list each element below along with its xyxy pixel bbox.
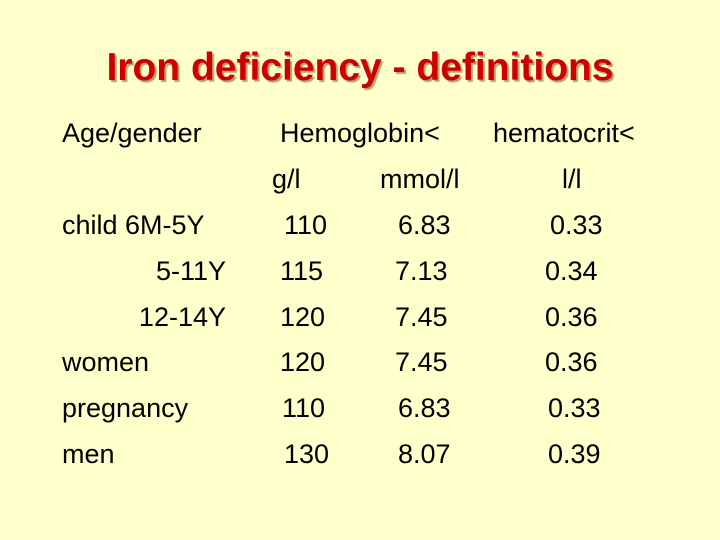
row-hct: 0.36 [545, 347, 598, 377]
row-hb-mmol: 7.45 [395, 347, 448, 377]
header-hematocrit: hematocrit< [493, 118, 635, 148]
unit-g-per-l: g/l [272, 164, 301, 194]
row-hb-gl: 115 [280, 256, 324, 286]
unit-mmol-per-l: mmol/l [380, 164, 460, 194]
row-hb-gl: 110 [284, 210, 328, 240]
header-hemoglobin: Hemoglobin< [280, 118, 440, 148]
row-label: 5-11Y [155, 256, 226, 286]
row-label: 12-14Y [138, 302, 226, 332]
slide-title: Iron deficiency - definitions [106, 46, 614, 89]
unit-l-per-l: l/l [562, 164, 582, 194]
row-hb-gl: 120 [280, 347, 326, 377]
row-hb-mmol: 7.13 [395, 256, 448, 286]
row-hb-mmol: 7.45 [395, 302, 448, 332]
row-hct: 0.33 [548, 393, 601, 423]
row-hb-gl: 120 [280, 302, 326, 332]
row-hct: 0.39 [548, 439, 601, 469]
row-hb-gl: 110 [282, 393, 326, 423]
row-label: pregnancy [62, 393, 189, 423]
row-hb-mmol: 8.07 [398, 439, 451, 469]
row-label: women [62, 347, 150, 377]
row-hct: 0.33 [550, 210, 603, 240]
header-age-gender: Age/gender [62, 118, 202, 148]
row-hct: 0.34 [545, 256, 598, 286]
row-hct: 0.36 [545, 302, 598, 332]
row-label: child 6M-5Y [62, 210, 205, 240]
row-label: men [62, 439, 115, 469]
row-hb-gl: 130 [284, 439, 330, 469]
row-hb-mmol: 6.83 [398, 210, 451, 240]
row-hb-mmol: 6.83 [398, 393, 451, 423]
